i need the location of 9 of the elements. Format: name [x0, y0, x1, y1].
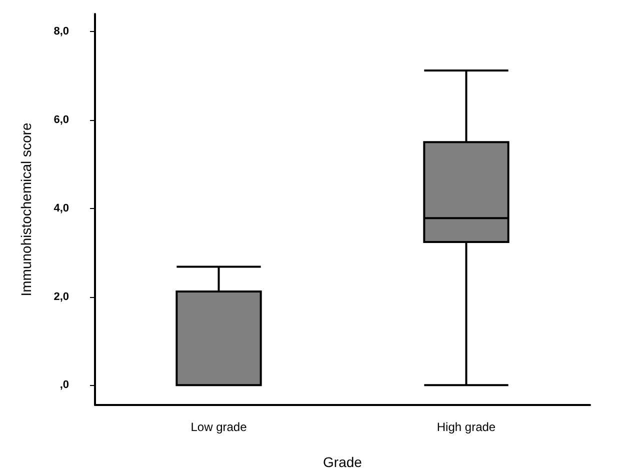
x-axis-title: Grade — [323, 454, 362, 470]
y-axis-title: Immunohistochemical score — [18, 122, 34, 296]
x-tick-label: Low grade — [190, 420, 248, 434]
y-tick-label: ,0 — [60, 379, 69, 392]
y-tick-label: 6,0 — [54, 114, 69, 126]
y-tick-label: 2,0 — [54, 290, 69, 303]
x-tick-label: High grade — [436, 420, 496, 434]
y-tick-label: 8,0 — [54, 26, 69, 38]
y-tick-label: 4,0 — [54, 202, 69, 214]
